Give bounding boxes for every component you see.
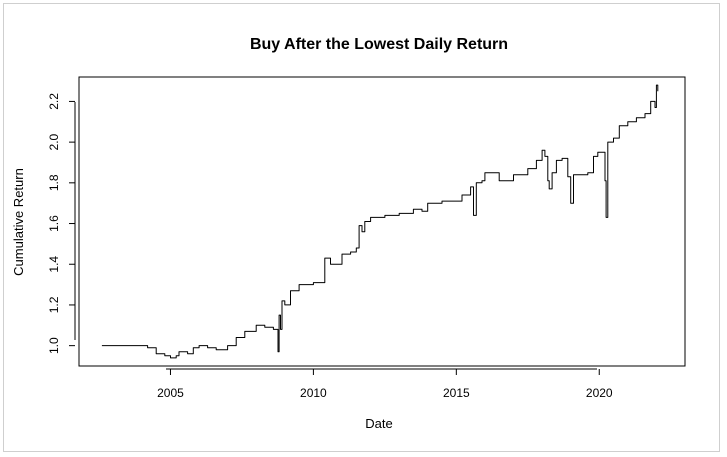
y-axis-label: Cumulative Return <box>11 168 26 276</box>
x-axis-label: Date <box>365 416 392 431</box>
chart-title: Buy After the Lowest Daily Return <box>250 36 508 53</box>
x-tick-label: 2020 <box>586 386 613 400</box>
y-tick-label: 1.2 <box>47 296 61 313</box>
plot-area-border <box>78 76 686 367</box>
y-tick-label: 1.4 <box>47 256 61 273</box>
cumulative-return-line <box>101 84 659 359</box>
y-axis: 1.0 1.2 1.4 1.6 1.8 2.0 2.2 <box>47 93 76 354</box>
x-tick-label: 2015 <box>443 386 470 400</box>
figure-frame: Buy After the Lowest Daily Return 1.0 1.2… <box>3 3 720 452</box>
y-tick-label: 2.0 <box>47 133 61 150</box>
y-tick-label: 1.0 <box>47 337 61 354</box>
x-tick-label: 2010 <box>300 386 327 400</box>
series-layer <box>101 84 659 359</box>
x-tick-label: 2005 <box>157 386 184 400</box>
y-tick-label: 1.8 <box>47 174 61 191</box>
x-axis: 2005 2010 2015 2020 <box>157 368 613 400</box>
y-tick-label: 2.2 <box>47 93 61 110</box>
y-tick-label: 1.6 <box>47 215 61 232</box>
line-chart: Buy After the Lowest Daily Return 1.0 1.2… <box>11 36 686 431</box>
